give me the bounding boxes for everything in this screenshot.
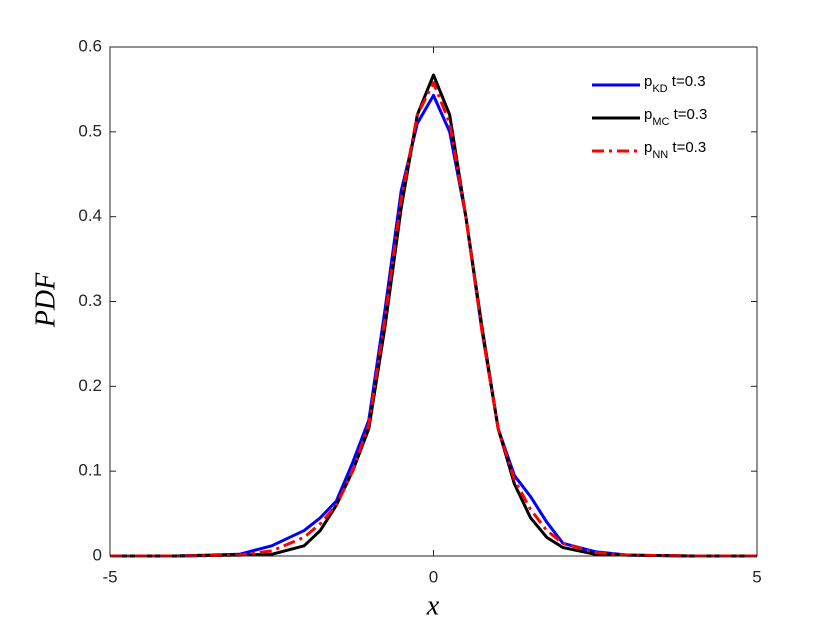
y-tick-label: 0.2 (78, 376, 102, 395)
x-tick-label: 0 (429, 567, 438, 586)
legend-rest: t=0.3 (668, 139, 706, 156)
series-line (110, 81, 757, 558)
y-tick-label: 0.1 (78, 461, 102, 480)
plot-frame (109, 46, 758, 557)
y-tick-label: 0.4 (78, 206, 102, 225)
y-tick-label: 0.3 (78, 291, 102, 310)
legend-base: p (644, 73, 652, 90)
x-tick-label: -5 (102, 567, 117, 586)
y-tick-label: 0 (93, 545, 102, 564)
legend-rest: t=0.3 (668, 73, 706, 90)
legend-sub: KD (652, 83, 667, 95)
legend-label: pMC t=0.3 (644, 106, 707, 128)
series-line (110, 73, 757, 558)
y-tick-label: 0.5 (78, 121, 102, 140)
legend-rest: t=0.3 (669, 106, 707, 123)
y-axis-label: PDF (30, 272, 61, 328)
legend-label: pKD t=0.3 (644, 73, 706, 95)
x-axis-label: x (426, 590, 440, 621)
legend-sub: MC (652, 116, 669, 128)
legend-base: p (644, 106, 652, 123)
x-tick-label: 5 (752, 567, 761, 586)
legend-base: p (644, 139, 652, 156)
y-tick-label: 0.6 (78, 36, 102, 55)
legend-sub: NN (652, 149, 668, 161)
legend-label: pNN t=0.3 (644, 139, 706, 161)
